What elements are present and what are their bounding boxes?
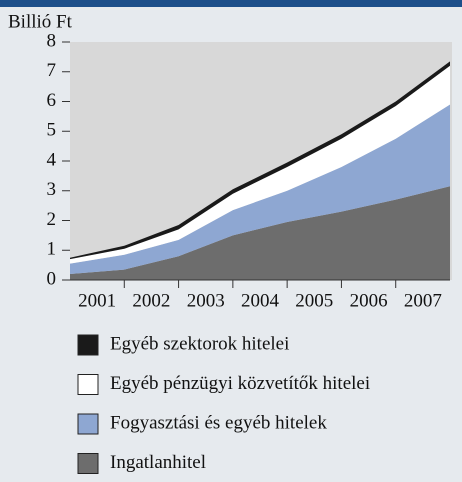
legend-label: Egyéb pénzügyi közvetítők hitelei — [110, 373, 370, 394]
x-tick-label: 2005 — [295, 290, 333, 311]
y-tick-label: 0 — [47, 268, 57, 289]
x-tick-label: 2001 — [78, 290, 116, 311]
area — [70, 186, 450, 280]
x-tick-label: 2007 — [404, 290, 442, 311]
y-tick-label: 6 — [47, 90, 57, 111]
y-tick-label: 2 — [47, 209, 57, 230]
y-tick-label: 7 — [47, 60, 57, 81]
x-tick-label: 2002 — [132, 290, 170, 311]
legend-swatch — [77, 453, 99, 474]
legend-swatch — [77, 374, 99, 395]
y-axis-label: Billió Ft — [8, 11, 73, 32]
x-tick-label: 2006 — [350, 290, 388, 311]
y-tick-label: 8 — [47, 30, 57, 51]
legend-label: Ingatlanhitel — [110, 452, 206, 473]
y-tick-label: 5 — [47, 120, 57, 141]
legend-label: Egyéb szektorok hitelei — [110, 333, 289, 354]
area — [70, 104, 450, 275]
legend-swatch — [77, 334, 99, 356]
x-tick-label: 2003 — [187, 290, 225, 311]
y-tick-label: 3 — [47, 179, 57, 200]
top-bar — [0, 0, 462, 7]
x-tick-label: 2004 — [241, 290, 280, 311]
legend-swatch — [77, 413, 99, 435]
legend-label: Fogyasztási és egyéb hitelek — [110, 412, 327, 433]
y-tick-label: 4 — [47, 149, 57, 170]
y-tick-label: 1 — [47, 239, 57, 260]
